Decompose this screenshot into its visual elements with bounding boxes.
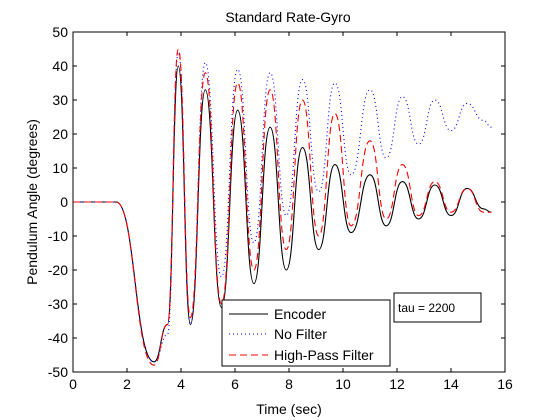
legend-label-no-filter: No Filter: [274, 326, 327, 342]
y-tick-label: -10: [48, 228, 68, 244]
x-tick-label: 6: [231, 376, 239, 392]
x-tick-label: 14: [443, 376, 459, 392]
x-tick-label: 8: [285, 376, 293, 392]
x-tick-label: 2: [123, 376, 131, 392]
x-tick-label: 10: [335, 376, 351, 392]
y-tick-label: -40: [48, 330, 68, 346]
x-tick-label: 16: [497, 376, 513, 392]
y-tick-label: 10: [52, 160, 68, 176]
y-tick-label: 40: [52, 58, 68, 74]
y-tick-label: -20: [48, 262, 68, 278]
x-tick-label: 0: [69, 376, 77, 392]
legend-label-high-pass-filter: High-Pass Filter: [274, 347, 374, 363]
legend-label-encoder: Encoder: [274, 306, 326, 322]
annotation: tau = 2200: [394, 293, 481, 322]
chart-title: Standard Rate-Gyro: [225, 9, 350, 25]
y-axis-label: Pendulum Angle (degrees): [24, 119, 40, 285]
x-axis-label: Time (sec): [256, 401, 322, 417]
y-tick-label: 30: [52, 92, 68, 108]
y-tick-label: 50: [52, 24, 68, 40]
legend: Encoder No Filter High-Pass Filter: [222, 300, 390, 366]
y-tick-label: -50: [48, 364, 68, 380]
x-tick-label: 12: [389, 376, 405, 392]
y-tick-label: 20: [52, 126, 68, 142]
y-tick-label: -30: [48, 296, 68, 312]
x-tick-label: 4: [177, 376, 185, 392]
y-tick-label: 0: [60, 194, 68, 210]
annotation-text: tau = 2200: [398, 301, 455, 315]
